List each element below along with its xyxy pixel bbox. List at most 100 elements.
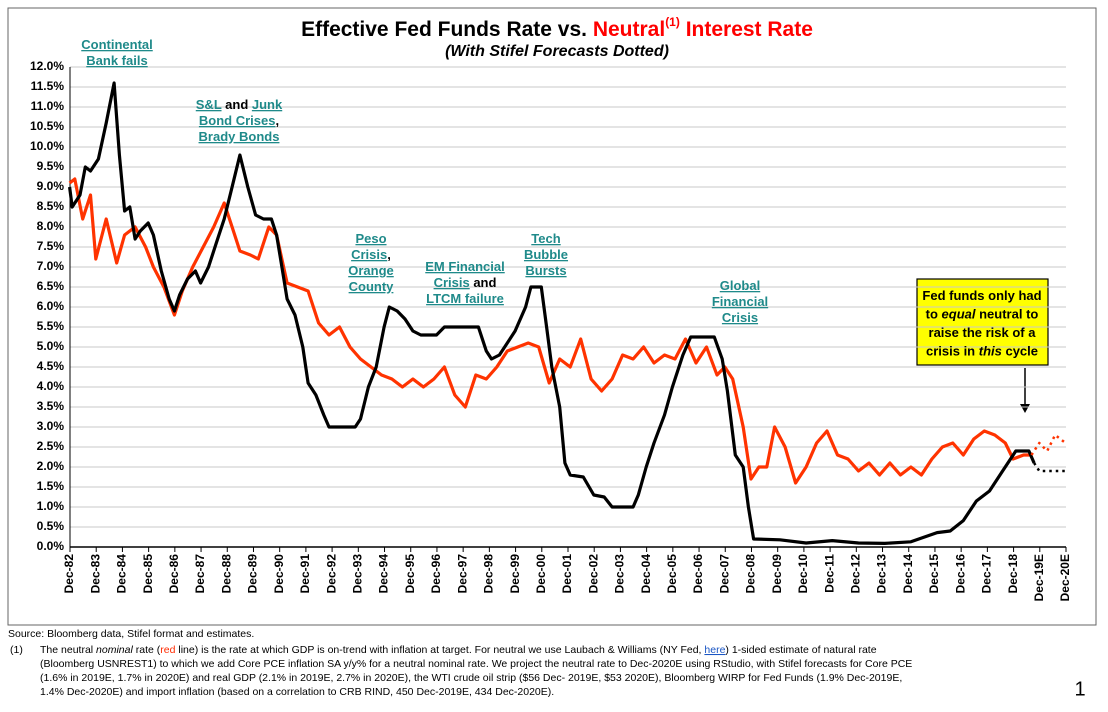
x-tick-label: Dec-83	[88, 554, 102, 594]
text-line: Continental	[81, 37, 153, 52]
text-line: (1.6% in 2019E, 1.7% in 2020E) and real …	[40, 672, 902, 684]
link-text: here	[704, 644, 725, 656]
link-text: Crisis	[351, 247, 387, 262]
footnote-marker: (1)	[10, 644, 23, 656]
x-tick-label: Dec-94	[377, 554, 391, 594]
text-segment: red	[160, 644, 175, 656]
link-text: Bank fails	[86, 53, 147, 68]
link-text: Financial	[712, 294, 768, 309]
text-line: Orange	[348, 263, 394, 278]
text-line: Crisis	[722, 310, 758, 325]
text-line: Bank fails	[86, 53, 147, 68]
y-tick-label: 5.0%	[37, 339, 65, 353]
text-segment: neutral to	[976, 307, 1039, 322]
y-tick-label: 11.5%	[31, 79, 65, 93]
series-line	[1030, 433, 1067, 456]
text-segment: 1.4% Dec-2020E) and import inflation (ba…	[40, 686, 554, 698]
y-tick-label: 2.0%	[37, 459, 65, 473]
y-tick-label: 0.5%	[37, 519, 65, 533]
x-tick-label: Dec-00	[534, 554, 548, 594]
text-line: Financial	[712, 294, 768, 309]
text-line: Brady Bonds	[199, 129, 280, 144]
text-line: Peso	[355, 231, 386, 246]
y-tick-label: 12.0%	[30, 59, 64, 73]
text-segment: (1)	[665, 15, 680, 29]
link-text: Bursts	[525, 263, 566, 278]
x-tick-label: Dec-96	[429, 554, 443, 594]
link-text: Brady Bonds	[199, 129, 280, 144]
text-line: (Bloomberg USNREST1) to which we add Cor…	[40, 658, 912, 670]
text-line: Global	[720, 278, 760, 293]
y-tick-label: 3.0%	[37, 419, 65, 433]
text-line: raise the risk of a	[929, 325, 1037, 340]
y-tick-label: 8.0%	[37, 219, 65, 233]
text-line: to equal neutral to	[926, 307, 1039, 322]
source-note: Source: Bloomberg data, Stifel format an…	[8, 628, 254, 640]
text-segment: (1.6% in 2019E, 1.7% in 2020E) and real …	[40, 672, 902, 684]
link-text: LTCM failure	[426, 291, 504, 306]
link-text: Global	[720, 278, 760, 293]
x-tick-label: Dec-15	[927, 554, 941, 594]
x-tick-label: Dec-18	[1006, 554, 1020, 594]
x-tick-label: Dec-89	[246, 554, 260, 594]
text-segment: ) 1-sided estimate of natural rate	[725, 644, 876, 656]
link-text: Bubble	[524, 247, 568, 262]
text-segment: raise the risk of a	[929, 325, 1037, 340]
y-tick-label: 7.0%	[37, 259, 65, 273]
text-line: Fed funds only had	[922, 288, 1041, 303]
x-tick-label: Dec-95	[403, 554, 417, 594]
x-tick-label: Dec-13	[875, 554, 889, 594]
page-number: 1	[1074, 678, 1085, 700]
text-line: crisis in this cycle	[926, 344, 1038, 359]
y-tick-label: 2.5%	[37, 439, 65, 453]
y-tick-label: 9.0%	[37, 179, 65, 193]
x-tick-label: Dec-17	[980, 554, 994, 594]
x-tick-label: Dec-19E	[1032, 554, 1046, 601]
text-segment: equal	[942, 307, 976, 322]
text-segment: cycle	[1002, 344, 1038, 359]
y-tick-label: 4.0%	[37, 379, 65, 393]
link-text: Junk	[252, 97, 283, 112]
text-line: Crisis and	[434, 275, 497, 290]
text-segment: crisis in	[926, 344, 979, 359]
x-tick-label: Dec-86	[167, 554, 181, 594]
x-tick-label: Dec-82	[62, 554, 76, 594]
chart-subtitle: (With Stifel Forecasts Dotted)	[445, 43, 669, 60]
link-text: Crisis	[434, 275, 470, 290]
text-segment: this	[979, 344, 1002, 359]
x-tick-label: Dec-98	[482, 554, 496, 594]
series-line	[68, 81, 1036, 545]
y-tick-label: 11.0%	[31, 99, 65, 113]
x-tick-label: Dec-07	[717, 554, 731, 594]
y-tick-label: 0.0%	[37, 539, 65, 553]
x-tick-label: Dec-11	[822, 554, 836, 593]
x-tick-label: Dec-97	[455, 554, 469, 594]
text-segment: to	[926, 307, 942, 322]
chart-frame	[7, 7, 1097, 626]
x-tick-label: Dec-84	[115, 554, 129, 594]
link-text: EM Financial	[425, 259, 504, 274]
text-segment: Effective Fed Funds Rate vs.	[301, 18, 593, 41]
text-segment: ,	[387, 247, 391, 262]
text-segment: rate (	[133, 644, 161, 656]
text-line: LTCM failure	[426, 291, 504, 306]
y-tick-label: 1.0%	[37, 499, 65, 513]
text-segment: Neutral	[593, 18, 665, 41]
x-tick-label: Dec-14	[901, 554, 915, 594]
x-tick-label: Dec-08	[744, 554, 758, 594]
text-line: 1.4% Dec-2020E) and import inflation (ba…	[40, 686, 554, 698]
x-tick-label: Dec-04	[639, 554, 653, 594]
text-segment: (Bloomberg USNREST1) to which we add Cor…	[40, 658, 912, 670]
x-tick-label: Dec-03	[613, 554, 627, 594]
text-line: S&L and Junk	[196, 97, 283, 112]
text-line: The neutral nominal rate (red line) is t…	[40, 644, 877, 656]
callout-arrowhead	[1020, 404, 1030, 413]
x-tick-label: Dec-92	[324, 554, 338, 594]
y-tick-label: 5.5%	[37, 319, 65, 333]
x-tick-label: Dec-06	[691, 554, 705, 594]
link-text: Continental	[81, 37, 153, 52]
callout-box	[916, 278, 1049, 366]
link-text: Peso	[355, 231, 386, 246]
link-text: Crisis	[722, 310, 758, 325]
x-tick-label: Dec-01	[560, 554, 574, 594]
